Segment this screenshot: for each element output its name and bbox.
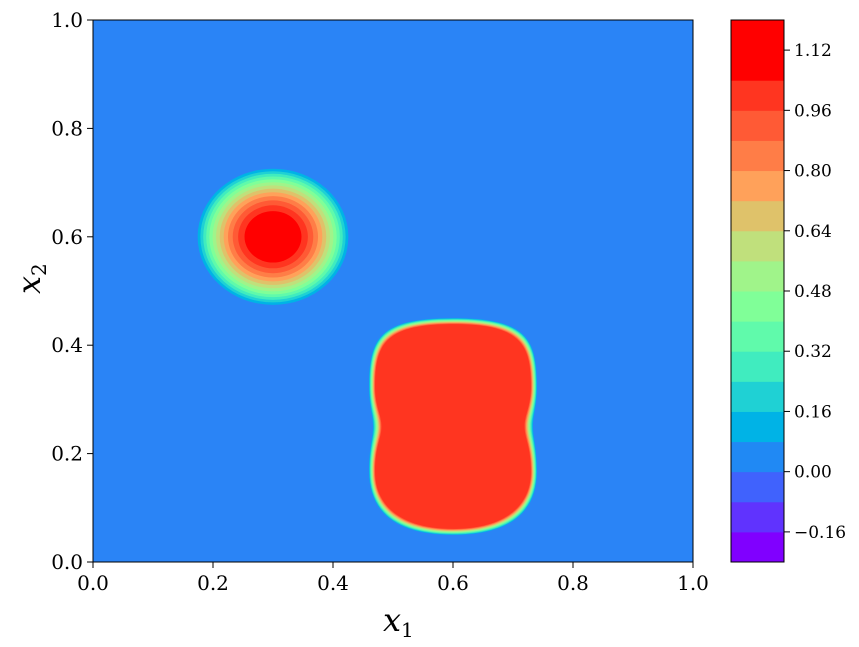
y-axis: 0.0 0.2 0.4 0.6 0.8 1.0 xyxy=(51,8,93,574)
colorbar-segment xyxy=(731,321,784,352)
x-tick-label: 1.0 xyxy=(677,571,709,595)
colorbar-segment xyxy=(731,531,784,563)
y-tick-label: 0.4 xyxy=(51,333,83,357)
y-tick-label: 0.2 xyxy=(51,442,83,466)
colorbar-tick-label: 0.00 xyxy=(794,463,832,483)
x-tick-label: 0.4 xyxy=(317,571,349,595)
y-tick-label: 0.6 xyxy=(51,225,83,249)
colorbar xyxy=(731,20,784,563)
colorbar-tick-label: −0.16 xyxy=(794,523,846,543)
colorbar-tick-label: 0.32 xyxy=(794,342,832,362)
x-tick-label: 0.8 xyxy=(557,571,589,595)
colorbar-segment xyxy=(731,501,784,533)
colorbar-segment xyxy=(731,351,784,382)
colorbar-segment xyxy=(731,230,784,262)
colorbar-ticks: −0.16 0.00 0.16 0.32 0.48 0.64 0.80 0.96 1.12 xyxy=(784,41,846,543)
y-tick-label: 1.0 xyxy=(51,8,83,32)
colorbar-segment xyxy=(731,110,784,141)
colorbar-segment xyxy=(731,381,784,412)
x-tick-label: 0.6 xyxy=(437,571,469,595)
y-tick-label: 0.8 xyxy=(51,116,83,140)
peak-contour-band xyxy=(252,218,294,255)
colorbar-tick-label: 0.48 xyxy=(794,282,832,302)
colorbar-segment xyxy=(731,260,784,292)
colorbar-segment xyxy=(731,170,784,202)
y-tick-label: 0.0 xyxy=(51,550,83,574)
colorbar-tick-label: 0.80 xyxy=(794,162,832,182)
colorbar-segment xyxy=(731,50,784,81)
colorbar-segment xyxy=(731,140,784,172)
colorbar-segment xyxy=(731,441,784,473)
colorbar-tick-label: 0.16 xyxy=(794,402,832,422)
colorbar-segment xyxy=(731,411,784,443)
colorbar-segment xyxy=(731,291,784,322)
contour-layer xyxy=(197,168,537,535)
colorbar-segment xyxy=(731,200,784,232)
colorbar-segment xyxy=(731,20,784,51)
colorbar-tick-label: 0.96 xyxy=(794,101,832,121)
colorbar-tick-label: 1.12 xyxy=(794,41,832,61)
plot-area xyxy=(93,20,693,562)
x-tick-label: 0.0 xyxy=(77,571,109,595)
y-axis-label: x2 xyxy=(10,263,51,294)
colorbar-tick-label: 0.64 xyxy=(794,222,832,242)
x-axis-label: x1 xyxy=(383,601,414,642)
x-tick-label: 0.2 xyxy=(197,571,229,595)
colorbar-segment xyxy=(731,471,784,503)
colorbar-segment xyxy=(731,80,784,111)
blob-contour-band xyxy=(375,324,531,529)
plot-frame xyxy=(92,19,694,563)
x-axis: 0.0 0.2 0.4 0.6 0.8 1.0 xyxy=(77,562,709,595)
